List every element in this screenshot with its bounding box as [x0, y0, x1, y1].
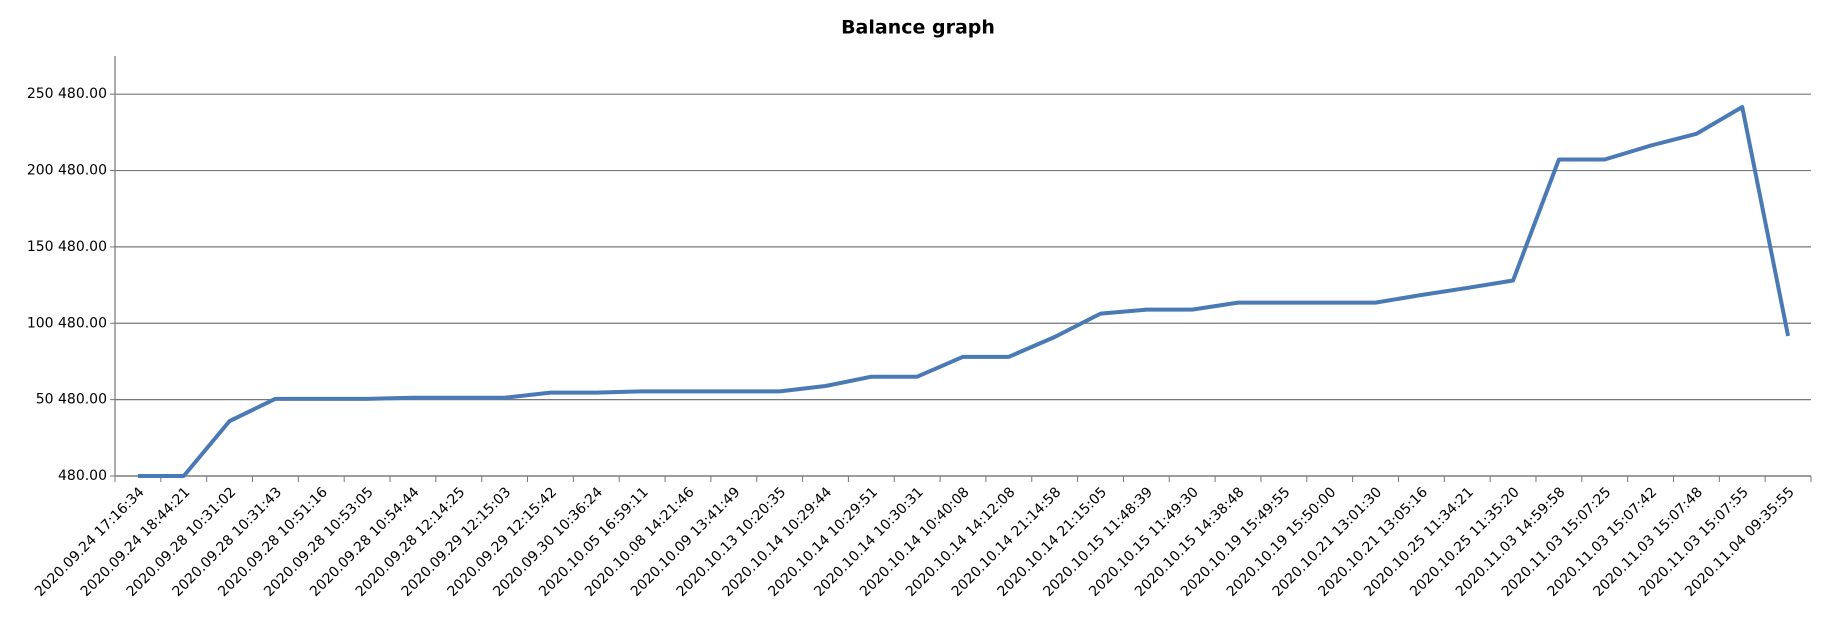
y-tick-label: 250 480.00: [27, 86, 107, 102]
y-tick-label: 150 480.00: [27, 239, 107, 255]
balance-line: [137, 104, 1791, 478]
y-tick-label: 100 480.00: [27, 315, 107, 331]
y-tick-label: 480.00: [58, 468, 107, 484]
y-tick-label: 50 480.00: [36, 392, 107, 408]
y-tick-label: 200 480.00: [27, 163, 107, 179]
chart-title: Balance graph: [841, 17, 995, 39]
